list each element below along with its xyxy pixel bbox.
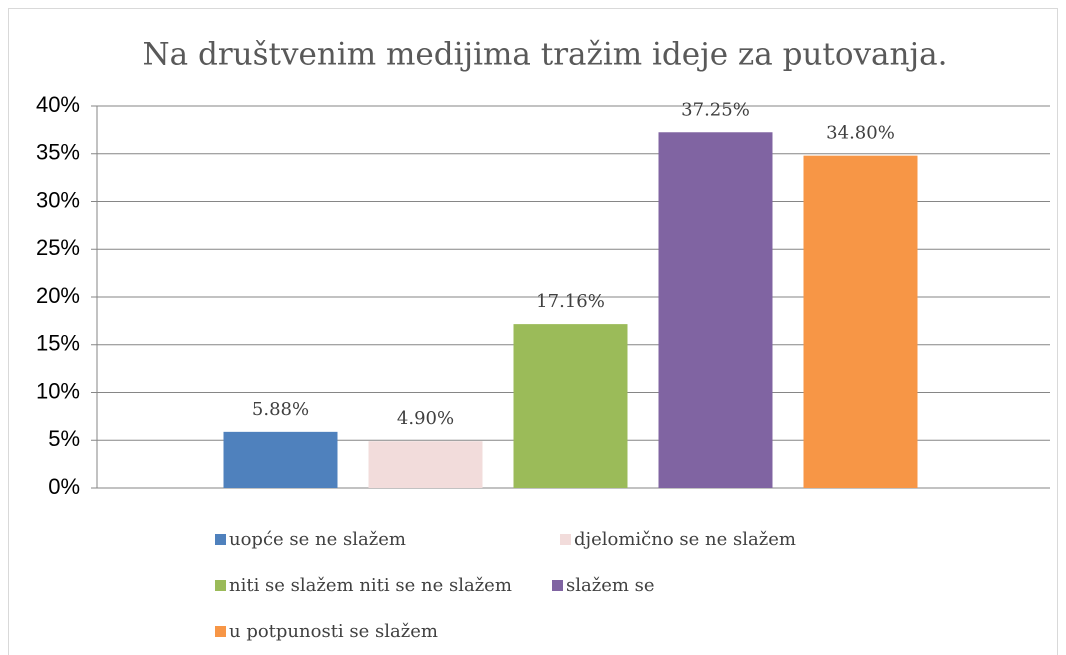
bar — [223, 431, 338, 488]
y-tick-label: 35% — [36, 140, 80, 165]
bar — [803, 155, 918, 488]
y-tick-label: 40% — [36, 92, 80, 117]
bar — [658, 132, 773, 488]
y-tick-label: 25% — [36, 235, 80, 260]
value-label: 37.25% — [681, 99, 750, 120]
y-tick-label: 20% — [36, 283, 80, 308]
value-label: 17.16% — [536, 291, 605, 312]
legend-label: djelomično se ne slažem — [574, 529, 796, 550]
legend-swatch — [215, 580, 226, 591]
y-tick-label: 30% — [36, 187, 80, 212]
legend-label: uopće se ne slažem — [229, 529, 406, 550]
value-label: 4.90% — [397, 408, 454, 429]
y-tick-label: 0% — [48, 474, 80, 499]
value-label: 5.88% — [252, 399, 309, 420]
y-tick-label: 10% — [36, 378, 80, 403]
value-label: 34.80% — [826, 123, 895, 144]
bar — [368, 441, 483, 488]
legend-label: niti se slažem niti se ne slažem — [229, 575, 512, 596]
legend-swatch — [215, 626, 226, 637]
y-tick-label: 15% — [36, 331, 80, 356]
bar — [513, 324, 628, 488]
legend-label: u potpunosti se slažem — [229, 621, 438, 642]
legend-swatch — [552, 580, 563, 591]
legend-label: slažem se — [566, 575, 655, 596]
chart-title: Na društvenim medijima tražim ideje za p… — [143, 37, 948, 73]
y-tick-label: 5% — [48, 426, 80, 451]
legend-swatch — [560, 534, 571, 545]
legend-swatch — [215, 534, 226, 545]
